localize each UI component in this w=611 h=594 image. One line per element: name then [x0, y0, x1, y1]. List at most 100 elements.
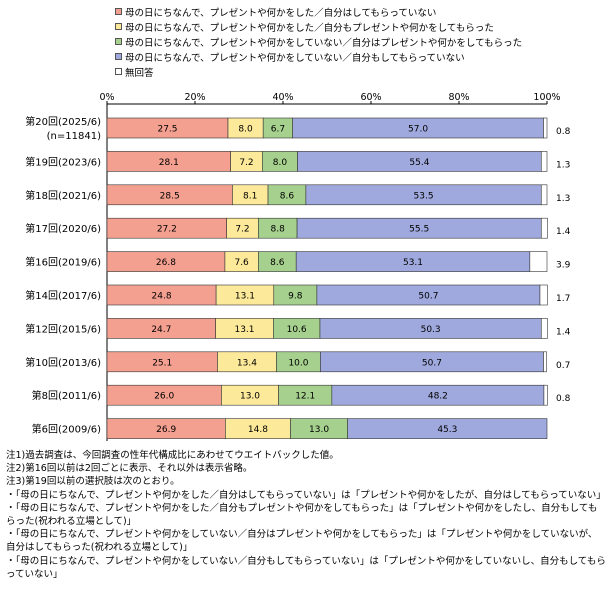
- category-label: 第18回(2021/6): [25, 189, 101, 202]
- legend-item: 母の日にちなんで、プレゼントや何かをした／自分もプレゼントや何かをしてもらった: [115, 19, 522, 34]
- legend-swatch: [115, 68, 122, 75]
- footnotes: 注1)過去調査は、今回調査の性年代構成比にあわせてウエイトバックした値。 注2)第…: [6, 449, 606, 581]
- footnote: 注3)第19回以前の選択肢は次のとおり。: [6, 476, 180, 488]
- x-tick-label: 80%: [448, 92, 469, 103]
- bar-segment: [529, 251, 548, 272]
- data-label: 24.8: [152, 292, 172, 302]
- data-label: 6.7: [271, 125, 285, 135]
- category-label: 第14回(2017/6): [25, 289, 101, 302]
- legend-swatch: [115, 23, 122, 30]
- x-tick-label: 100%: [533, 92, 560, 103]
- legend-item: 母の日にちなんで、プレゼントや何かをしていない／自分もしてもらっていない: [115, 49, 522, 64]
- data-label: 13.1: [235, 292, 255, 302]
- data-label: 8.6: [270, 258, 285, 268]
- data-label: 55.5: [409, 225, 429, 235]
- category-label: 第20回(2025/6): [25, 115, 101, 128]
- category-label: 第6回(2009/6): [32, 423, 101, 436]
- footnote: ・「母の日にちなんで、プレゼントや何かをした／自分もプレゼントや何かをしてもらっ…: [6, 502, 598, 528]
- legend-swatch: [115, 38, 122, 45]
- data-label-no-answer: 0.8: [556, 394, 571, 404]
- data-label: 12.1: [295, 392, 315, 402]
- data-label: 13.4: [237, 358, 257, 368]
- category-label: 第8回(2011/6): [32, 389, 101, 402]
- data-label: 24.7: [151, 325, 171, 335]
- data-label: 26.8: [156, 258, 176, 268]
- data-label: 50.3: [421, 325, 441, 335]
- data-label: 27.2: [157, 225, 177, 235]
- category-label: 第19回(2023/6): [25, 155, 101, 168]
- bar-segment: [540, 217, 548, 239]
- x-tick-label: 20%: [184, 92, 205, 103]
- data-label: 28.1: [159, 158, 179, 168]
- data-label-no-answer: 1.7: [556, 294, 570, 304]
- x-tick-label: 0%: [99, 92, 114, 103]
- data-label: 26.9: [156, 425, 176, 435]
- data-label: 48.2: [428, 392, 448, 402]
- legend-label: 母の日にちなんで、プレゼントや何かをしていない／自分もしてもらっていない: [125, 52, 465, 64]
- data-label: 50.7: [418, 292, 438, 302]
- data-label: 8.0: [273, 158, 288, 168]
- stacked-bar-chart: 0% 20% 40% 60% 80% 100% 第20回(2025/6) (n=11841) 2…: [25, 92, 571, 441]
- x-tick-label: 40%: [272, 92, 293, 103]
- data-label: 53.1: [403, 258, 423, 268]
- data-label: 55.4: [409, 158, 429, 168]
- data-label: 9.8: [288, 292, 303, 302]
- data-label: 8.6: [280, 191, 295, 201]
- data-label: 7.2: [239, 158, 253, 168]
- bar-segment: [543, 117, 548, 139]
- footnote: ・「母の日にちなんで、プレゼントや何かをしていない／自分もしてもらっていない」は…: [6, 555, 606, 580]
- bar-segment: [539, 284, 548, 306]
- footnote: ・「母の日にちなんで、プレゼントや何かをした／自分はしてもらっていない」は「プレ…: [6, 489, 606, 501]
- bar-segment: [543, 384, 548, 406]
- footnote: ・「母の日にちなんで、プレゼントや何かをしていない／自分はプレゼントや何かをして…: [6, 529, 598, 554]
- x-tick-label: 60%: [360, 92, 381, 103]
- data-label-no-answer: 1.3: [556, 194, 570, 204]
- data-label: 13.0: [309, 425, 329, 435]
- data-label: 13.0: [240, 392, 260, 402]
- data-label: 7.2: [235, 225, 249, 235]
- data-label: 14.8: [248, 425, 268, 435]
- data-label-no-answer: 0.7: [556, 361, 570, 371]
- footnote: 注2)第16回以前は2回ごとに表示、それ以外は表示省略。: [6, 463, 253, 475]
- data-label: 8.0: [238, 125, 253, 135]
- bar-segment: [347, 418, 548, 439]
- bar-segment: [540, 184, 548, 206]
- legend-swatch: [115, 8, 122, 15]
- legend-item: 母の日にちなんで、プレゼントや何かをしていない／自分はプレゼントや何かをしてもら…: [115, 34, 522, 49]
- legend-label: 母の日にちなんで、プレゼントや何かをした／自分はしてもらっていない: [125, 7, 437, 19]
- data-label: 57.0: [408, 125, 428, 135]
- data-label: 7.6: [234, 258, 249, 268]
- data-label: 50.7: [422, 358, 442, 368]
- legend-item: 母の日にちなんで、プレゼントや何かをした／自分はしてもらっていない: [115, 4, 522, 19]
- data-label: 8.8: [271, 225, 286, 235]
- legend-label: 母の日にちなんで、プレゼントや何かをしていない／自分はプレゼントや何かをしてもら…: [125, 37, 523, 49]
- data-label: 8.1: [243, 191, 257, 201]
- data-label: 25.1: [152, 358, 172, 368]
- bar-segment: [543, 351, 547, 373]
- data-label-no-answer: 1.4: [556, 327, 571, 337]
- footnote: 注1)過去調査は、今回調査の性年代構成比にあわせてウエイトバックした値。: [6, 450, 339, 461]
- category-label: 第10回(2013/6): [25, 356, 101, 369]
- data-label: 26.0: [154, 392, 174, 402]
- category-label: 第17回(2020/6): [25, 222, 101, 235]
- data-label-no-answer: 1.3: [556, 160, 570, 170]
- category-label: 第12回(2015/6): [25, 322, 101, 335]
- data-label: 53.5: [414, 191, 434, 201]
- data-label: 28.5: [160, 191, 180, 201]
- data-label-no-answer: 0.8: [556, 127, 571, 137]
- legend-swatch: [115, 53, 122, 60]
- data-label-no-answer: 3.9: [556, 261, 571, 271]
- legend-label: 母の日にちなんで、プレゼントや何かをした／自分もプレゼントや何かをしてもらった: [125, 22, 494, 34]
- data-label: 13.1: [234, 325, 254, 335]
- data-label: 45.3: [437, 425, 457, 435]
- bar-segment: [540, 151, 548, 172]
- data-label: 27.5: [157, 125, 177, 135]
- legend-item: 無回答: [115, 64, 522, 79]
- bar-segment: [540, 318, 548, 339]
- data-label: 10.0: [288, 358, 308, 368]
- category-label: 第16回(2019/6): [25, 256, 101, 269]
- legend: 母の日にちなんで、プレゼントや何かをした／自分はしてもらっていない母の日にちなん…: [115, 4, 522, 79]
- legend-label: 無回答: [125, 67, 154, 79]
- data-label: 10.6: [287, 325, 307, 335]
- data-label-no-answer: 1.4: [556, 227, 571, 237]
